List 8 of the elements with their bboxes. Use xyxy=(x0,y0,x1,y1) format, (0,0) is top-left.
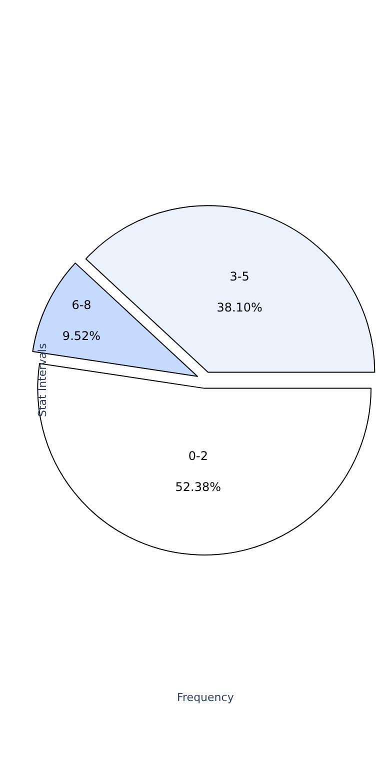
data-label: 52.38% xyxy=(175,480,222,494)
slice-label: 0-2 xyxy=(188,448,208,463)
text: Stat Intervals xyxy=(36,343,49,417)
data-label: 38.10% xyxy=(216,300,262,314)
slice-label: 3-5 xyxy=(230,269,250,284)
data-label: 9.52% xyxy=(62,329,101,344)
slice-label: 6-8 xyxy=(72,298,92,312)
text: Frequency xyxy=(177,691,234,704)
